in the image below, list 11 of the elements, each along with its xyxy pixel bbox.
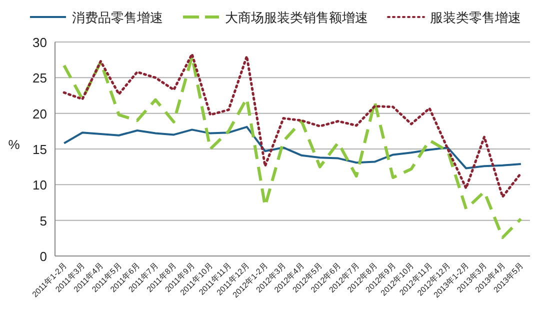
y-tick-label: 0 xyxy=(40,249,47,264)
y-tick-label: 30 xyxy=(32,35,47,50)
legend-label: 服装类零售增速 xyxy=(430,10,521,25)
legend-label: 大商场服装类销售额增速 xyxy=(225,10,368,25)
y-tick-label: 20 xyxy=(32,106,47,122)
y-tick-label: 25 xyxy=(32,70,47,86)
y-tick-label: 15 xyxy=(32,142,47,157)
legend-label: 消费品零售增速 xyxy=(72,10,163,25)
y-tick-label: 5 xyxy=(40,213,47,228)
y-axis-title: % xyxy=(8,137,20,152)
y-tick-label: 10 xyxy=(32,178,47,193)
